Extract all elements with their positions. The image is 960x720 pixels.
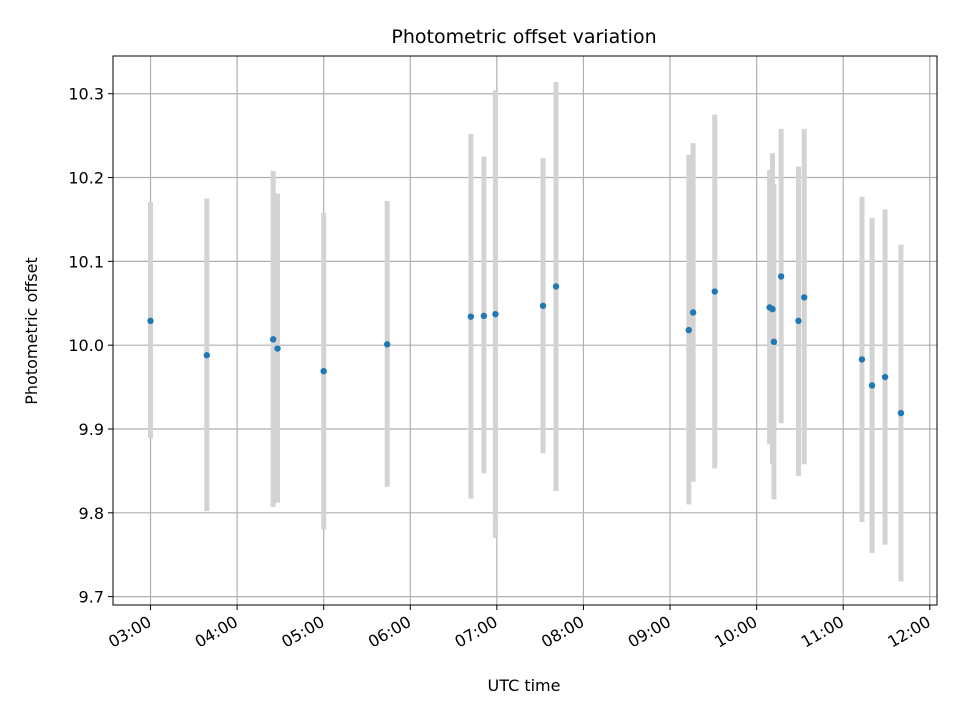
data-point bbox=[711, 288, 718, 295]
data-point bbox=[492, 310, 499, 318]
y-axis-label: Photometric offset bbox=[22, 257, 41, 405]
y-tick-label: 10.3 bbox=[68, 85, 104, 104]
y-tick-label: 10.0 bbox=[68, 336, 104, 355]
data-point bbox=[552, 283, 560, 290]
data-point bbox=[467, 313, 475, 320]
y-axis-ticks: 9.7 9.8 9.9 10.0 10.1 10.2 10.3 bbox=[68, 85, 113, 607]
data-point bbox=[480, 312, 488, 320]
data-point bbox=[147, 317, 154, 325]
data-point bbox=[858, 356, 866, 363]
data-point bbox=[383, 341, 391, 348]
data-point bbox=[203, 352, 211, 359]
x-axis-label: UTC time bbox=[488, 676, 561, 695]
grid bbox=[113, 56, 937, 605]
data-point bbox=[801, 294, 808, 301]
data-point bbox=[897, 409, 905, 417]
data-point bbox=[685, 326, 692, 334]
data-point bbox=[269, 336, 277, 343]
data-point bbox=[274, 345, 281, 352]
plot-frame bbox=[112, 55, 938, 606]
chart-title: Photometric offset variation bbox=[391, 26, 656, 48]
data-point bbox=[320, 367, 327, 375]
y-tick-label: 10.1 bbox=[68, 252, 104, 271]
data-point bbox=[689, 309, 697, 316]
data-point bbox=[777, 273, 785, 280]
data-point bbox=[868, 382, 876, 389]
data-point bbox=[795, 317, 802, 325]
data-point bbox=[769, 305, 776, 313]
y-tick-label: 10.2 bbox=[68, 169, 104, 188]
y-tick-label: 9.8 bbox=[79, 504, 104, 523]
data-points bbox=[147, 273, 905, 417]
data-point bbox=[539, 302, 547, 309]
y-tick-label: 9.7 bbox=[79, 588, 104, 607]
y-tick-label: 9.9 bbox=[79, 420, 104, 439]
data-point bbox=[881, 373, 889, 381]
data-point bbox=[770, 338, 778, 346]
